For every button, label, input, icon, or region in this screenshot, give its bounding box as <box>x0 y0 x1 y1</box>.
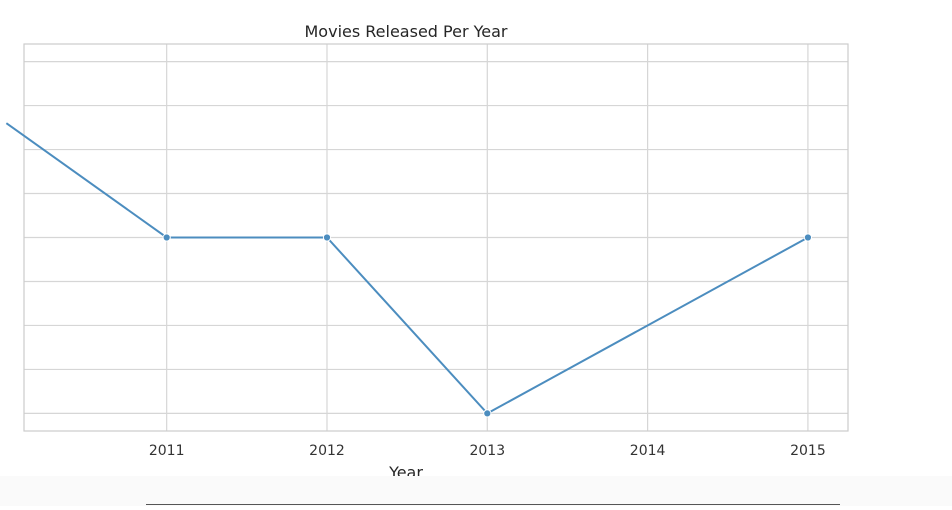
data-point <box>483 409 492 418</box>
x-axis-ticks: 2011 2012 2013 2014 2015 <box>149 443 826 459</box>
grid-lines <box>24 44 848 431</box>
data-point <box>803 233 813 242</box>
x-tick-label: 2012 <box>309 443 345 459</box>
bottom-strip <box>0 476 952 506</box>
x-tick-label: 2013 <box>469 443 505 459</box>
chart-title: Movies Released Per Year <box>305 22 508 41</box>
series-layer <box>5 122 813 418</box>
x-tick-label: 2015 <box>790 443 826 459</box>
plot-frame <box>23 43 849 432</box>
x-tick-label: 2011 <box>149 443 185 459</box>
x-tick-label: 2014 <box>630 443 666 459</box>
data-point <box>162 233 171 242</box>
data-point <box>322 233 332 242</box>
bottom-divider <box>146 504 840 505</box>
